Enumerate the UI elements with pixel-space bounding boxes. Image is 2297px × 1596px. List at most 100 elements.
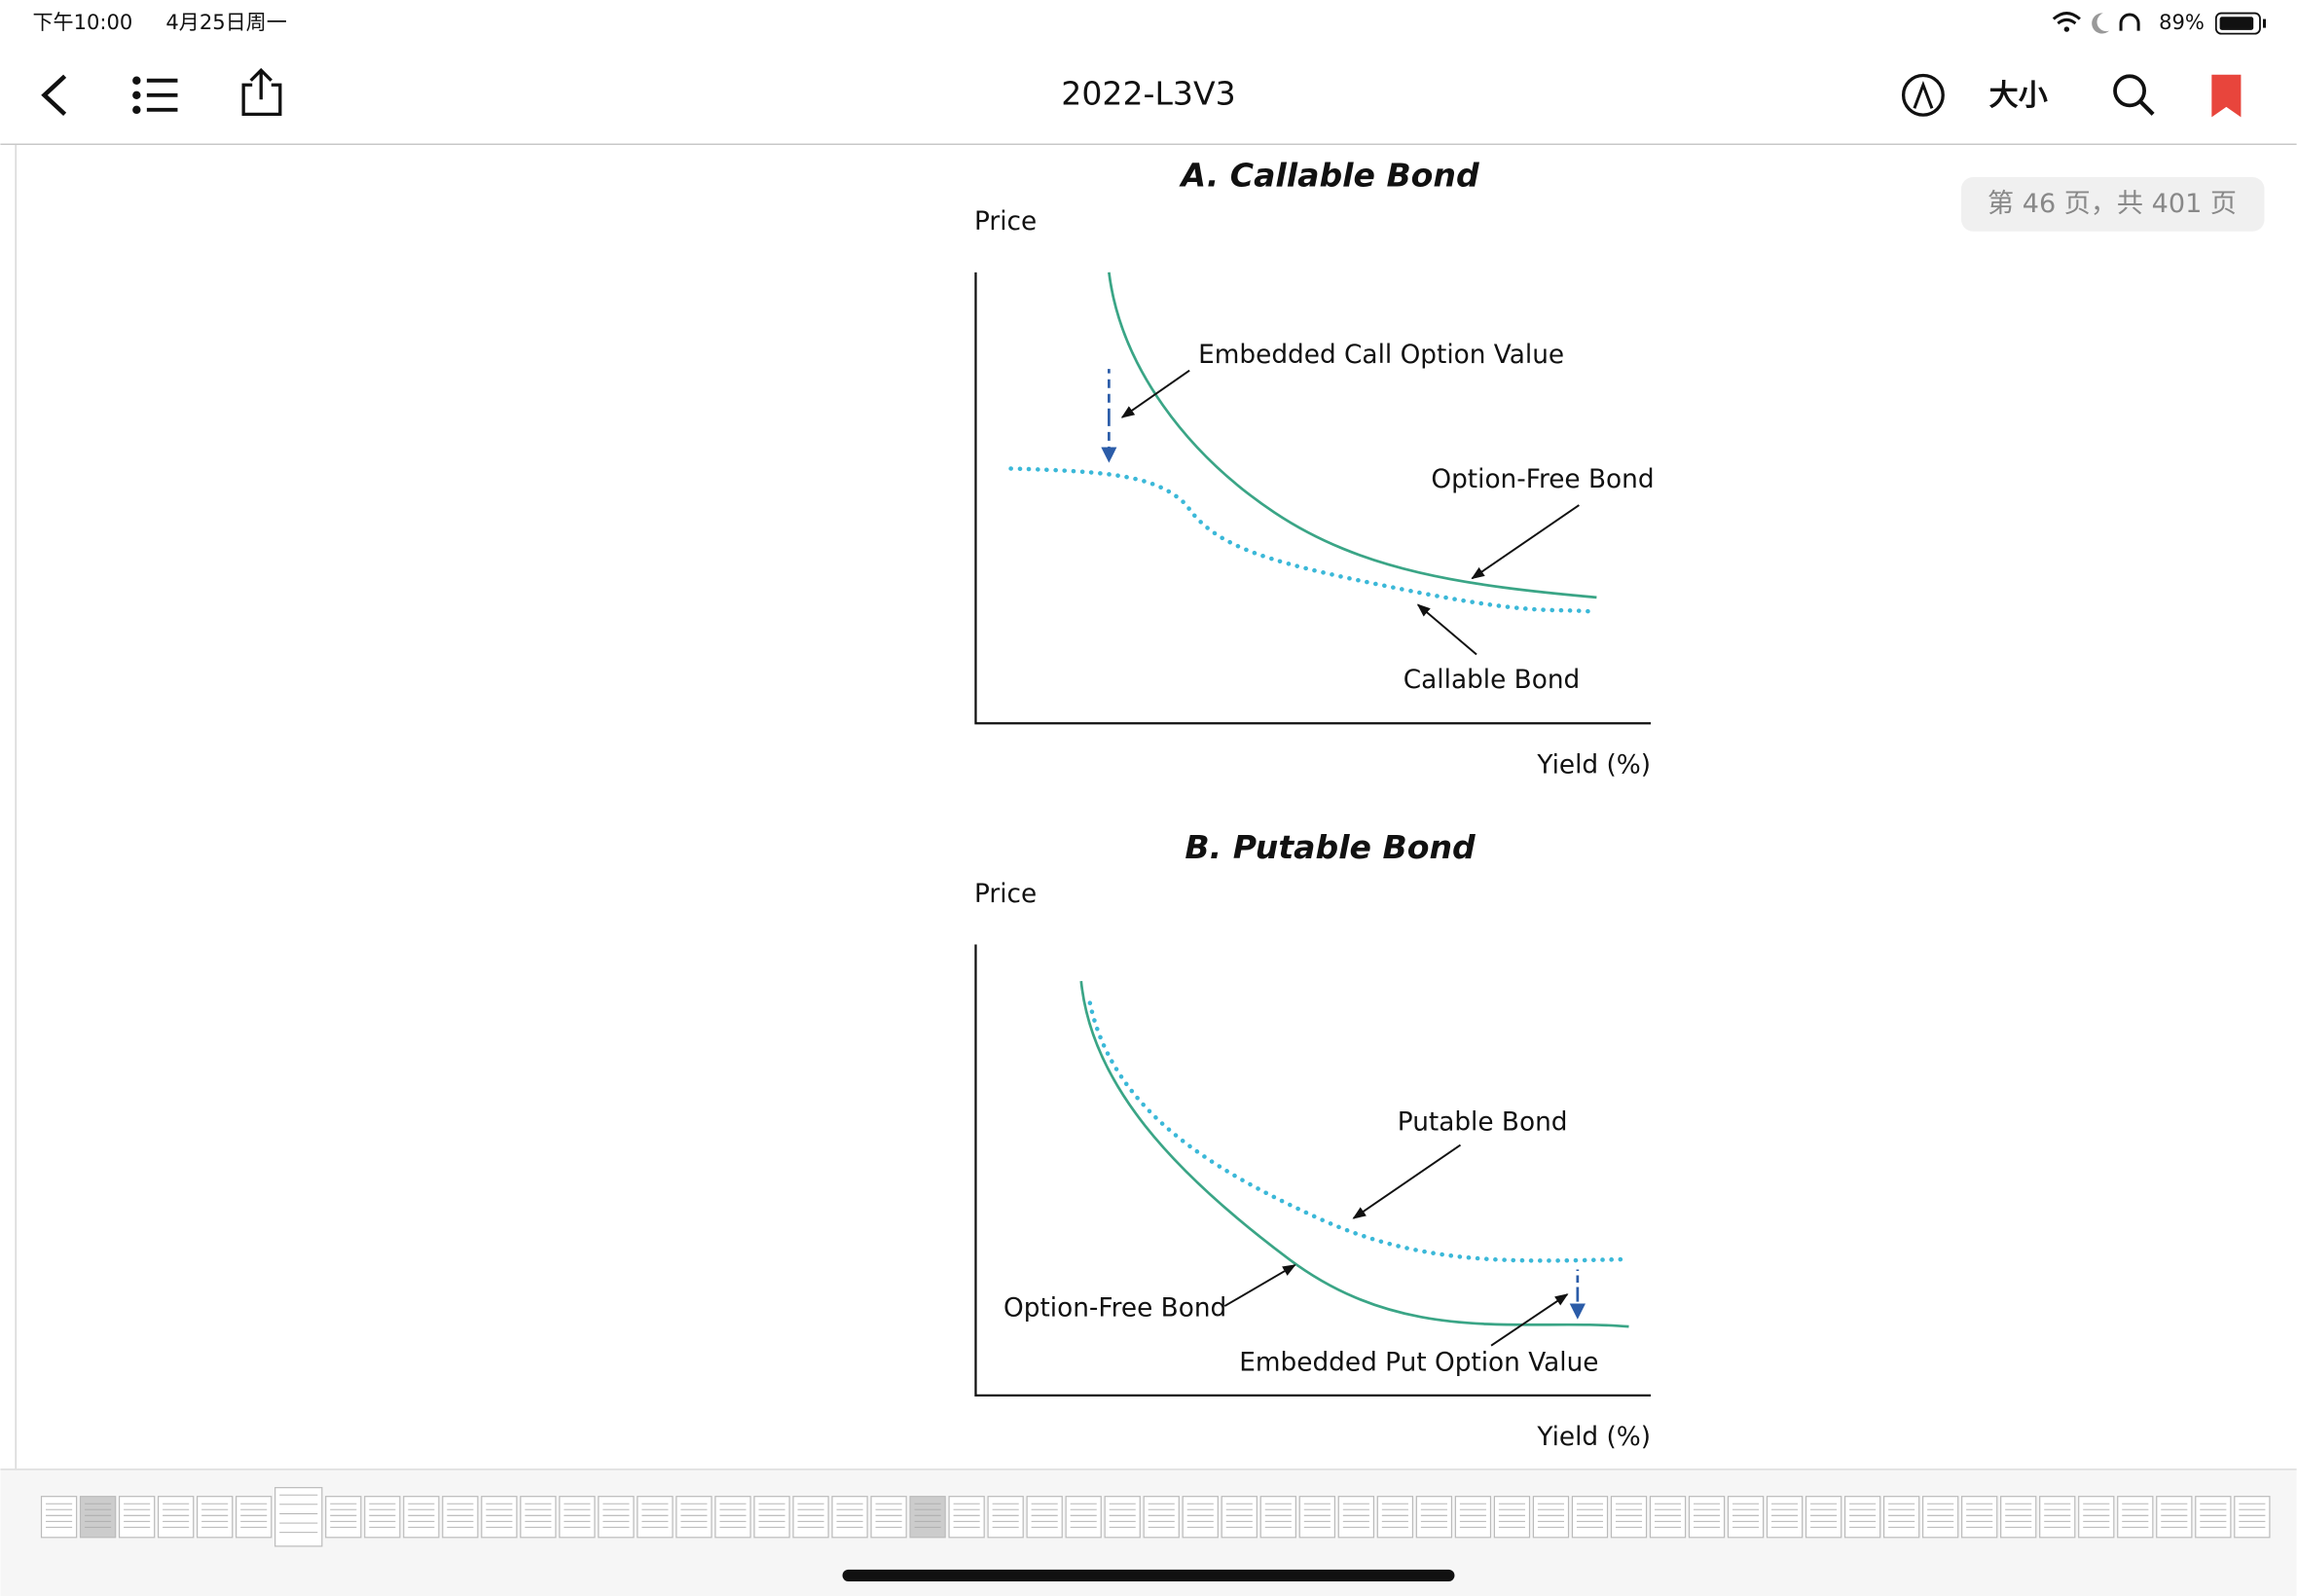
share-button[interactable] [241, 67, 282, 117]
figure-title: A. Callable Bond [1178, 157, 1478, 195]
page-thumbnail[interactable] [118, 1496, 156, 1539]
page-thumbnail[interactable] [1026, 1496, 1063, 1539]
page-thumbnail[interactable] [442, 1496, 479, 1539]
x-axis-label: Yield (%) [1536, 1423, 1651, 1452]
page-thumbnail[interactable] [236, 1496, 273, 1539]
page-thumbnail[interactable] [831, 1496, 868, 1539]
document-title: 2022-L3V3 [1061, 74, 1235, 112]
page-thumbnail[interactable] [559, 1496, 596, 1539]
page-thumbnail[interactable] [870, 1496, 907, 1539]
page-thumbnail[interactable] [987, 1496, 1024, 1539]
page-thumbnail[interactable] [1454, 1496, 1492, 1539]
page-thumbnail[interactable] [403, 1496, 440, 1539]
page-thumbnail[interactable] [2039, 1496, 2076, 1539]
annotation: Option-Free Bond [1003, 1294, 1226, 1324]
page-thumbnail[interactable] [79, 1496, 117, 1539]
page-thumbnail[interactable] [1104, 1496, 1141, 1539]
page-thumbnail[interactable] [1610, 1496, 1648, 1539]
contents-button[interactable] [132, 76, 178, 115]
page-thumbnail[interactable] [948, 1496, 985, 1539]
annotation: Embedded Call Option Value [1198, 341, 1564, 370]
page-thumbnail[interactable] [157, 1496, 195, 1539]
back-button[interactable] [41, 74, 67, 117]
page-thumbnail[interactable] [325, 1496, 362, 1539]
status-date: 4月25日周一 [165, 10, 286, 34]
page-thumbnail[interactable] [1805, 1496, 1842, 1539]
leader [1471, 504, 1580, 580]
page-thumbnail[interactable] [1182, 1496, 1219, 1539]
page-thumbnail[interactable] [1065, 1496, 1102, 1539]
font-size-button[interactable]: 大小 [1989, 79, 2048, 113]
page-thumbnail[interactable] [637, 1496, 674, 1539]
page-thumbnail[interactable] [714, 1496, 751, 1539]
page-thumbnail[interactable] [364, 1496, 401, 1539]
page-thumbnail[interactable] [1571, 1496, 1609, 1539]
status-icons [2052, 12, 2140, 34]
page-thumbnail[interactable] [2000, 1496, 2037, 1539]
page-thumbnail[interactable] [2117, 1496, 2154, 1539]
page-thumbnail[interactable] [1843, 1496, 1881, 1539]
page-thumbnail[interactable] [1298, 1496, 1335, 1539]
putable-curve [1087, 1000, 1628, 1263]
page-thumbnail[interactable] [197, 1496, 234, 1539]
page-thumbnail[interactable] [1143, 1496, 1180, 1539]
page-thumbnail[interactable] [1376, 1496, 1414, 1539]
axes [974, 944, 1652, 1396]
figure-title: B. Putable Bond [1185, 828, 1476, 866]
home-indicator [842, 1569, 1455, 1581]
page-thumbnail[interactable] [274, 1487, 323, 1547]
page-thumbnail[interactable] [598, 1496, 635, 1539]
page-thumbnail[interactable] [909, 1496, 946, 1539]
page-indicator: 第 46 页，共 401 页 [1987, 189, 2237, 219]
page-thumbnail[interactable] [1259, 1496, 1296, 1539]
page-thumbnail[interactable] [1766, 1496, 1804, 1539]
page-thumbnail[interactable] [792, 1496, 829, 1539]
page-thumbnail[interactable] [1532, 1496, 1570, 1539]
annotation: Putable Bond [1398, 1108, 1568, 1138]
leader [1223, 1264, 1296, 1307]
callable-curve [1008, 466, 1599, 615]
page-indicator-bg [1961, 177, 2265, 232]
page-thumbnail[interactable] [675, 1496, 712, 1539]
battery-percent: 89% [2159, 10, 2205, 34]
page-thumbnail[interactable] [520, 1496, 557, 1539]
page-thumbnail[interactable] [1688, 1496, 1726, 1539]
bookmark-button[interactable] [2211, 74, 2242, 118]
page-thumbnail[interactable] [2195, 1496, 2232, 1539]
leader [1352, 1143, 1462, 1219]
figure-b: B. Putable Bond Price Yield (%) Putable … [974, 828, 1651, 1452]
leader [1490, 1293, 1569, 1347]
annotation: Option-Free Bond [1431, 465, 1654, 494]
annotation: Callable Bond [1404, 666, 1580, 695]
leader [1120, 369, 1190, 418]
option-free-curve [1108, 272, 1597, 599]
page-thumbnail[interactable] [2234, 1496, 2271, 1539]
annotation: Embedded Put Option Value [1239, 1348, 1598, 1377]
page-thumbnail[interactable] [1221, 1496, 1258, 1539]
page-thumbnail[interactable] [1337, 1496, 1375, 1539]
page-thumbnail[interactable] [2156, 1496, 2193, 1539]
figure-a: A. Callable Bond Price Yield (%) Embedde… [974, 157, 1655, 780]
y-axis-label: Price [974, 880, 1037, 909]
x-axis-label: Yield (%) [1536, 750, 1651, 780]
status-time: 下午10:00 [33, 10, 133, 34]
option-free-curve [1079, 980, 1629, 1328]
markup-button[interactable] [1901, 73, 1945, 117]
axes [974, 272, 1652, 725]
page-thumbnail[interactable] [1493, 1496, 1531, 1539]
page-thumbnail[interactable] [1415, 1496, 1453, 1539]
page-thumbnail[interactable] [753, 1496, 790, 1539]
page-thumbnail[interactable] [1727, 1496, 1765, 1539]
y-axis-label: Price [974, 207, 1037, 236]
battery-icon [2214, 12, 2266, 35]
leader [1416, 603, 1477, 656]
page-thumbnail[interactable] [1961, 1496, 1998, 1539]
page-thumbnail[interactable] [1883, 1496, 1920, 1539]
search-button[interactable] [2113, 74, 2155, 116]
page-thumbnail[interactable] [2078, 1496, 2115, 1539]
page-thumbnail[interactable] [1649, 1496, 1687, 1539]
page-thumbnail[interactable] [481, 1496, 518, 1539]
page-thumbnail[interactable] [1922, 1496, 1959, 1539]
page-thumbnail[interactable] [40, 1496, 78, 1539]
